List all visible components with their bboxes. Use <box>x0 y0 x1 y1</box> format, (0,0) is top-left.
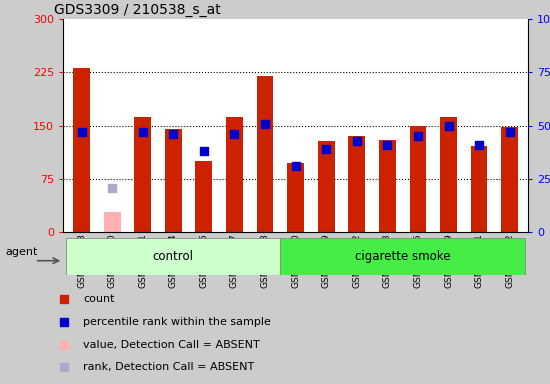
Text: count: count <box>83 294 114 304</box>
Bar <box>348 136 365 232</box>
Point <box>444 123 453 129</box>
Point <box>60 296 69 302</box>
Text: GDS3309 / 210538_s_at: GDS3309 / 210538_s_at <box>54 3 221 17</box>
Bar <box>195 161 212 232</box>
Point <box>322 146 331 152</box>
Point <box>414 133 422 139</box>
Point <box>108 184 117 190</box>
Point <box>60 364 69 371</box>
Point <box>60 341 69 348</box>
Point <box>169 131 178 137</box>
Bar <box>226 116 243 232</box>
Bar <box>280 238 525 275</box>
Text: control: control <box>153 250 194 263</box>
Bar <box>410 126 426 232</box>
Point <box>383 142 392 148</box>
Text: percentile rank within the sample: percentile rank within the sample <box>83 317 271 327</box>
Point <box>77 129 86 135</box>
Point <box>261 121 270 127</box>
Bar <box>165 129 182 232</box>
Text: agent: agent <box>5 247 37 257</box>
Bar <box>287 163 304 232</box>
Bar <box>257 76 273 232</box>
Text: value, Detection Call = ABSENT: value, Detection Call = ABSENT <box>83 339 260 349</box>
Text: cigarette smoke: cigarette smoke <box>355 250 450 263</box>
Bar <box>379 140 396 232</box>
Point <box>230 131 239 137</box>
Bar <box>471 146 487 232</box>
Bar <box>440 116 457 232</box>
Bar <box>73 68 90 232</box>
Bar <box>501 127 518 232</box>
Bar <box>67 238 280 275</box>
Point <box>292 163 300 169</box>
Point <box>200 148 208 154</box>
Point <box>60 319 69 325</box>
Point <box>475 142 483 148</box>
Point <box>353 137 361 144</box>
Bar <box>318 141 334 232</box>
Point <box>139 129 147 135</box>
Bar <box>134 117 151 232</box>
Text: rank, Detection Call = ABSENT: rank, Detection Call = ABSENT <box>83 362 255 372</box>
Point <box>505 129 514 135</box>
Bar <box>104 212 120 232</box>
